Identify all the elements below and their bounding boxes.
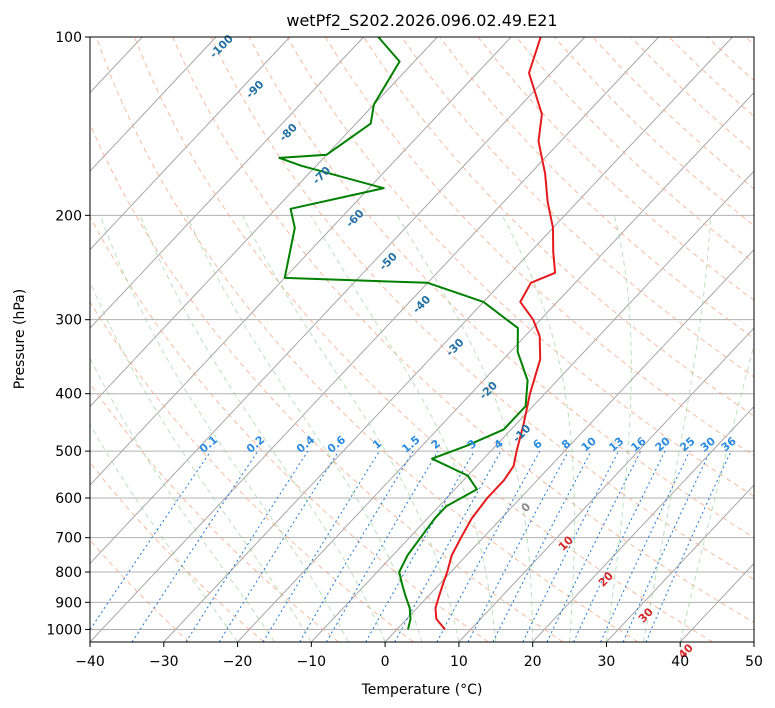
y-tick-label: 800: [55, 565, 82, 581]
mixing-ratio-line: [131, 450, 259, 642]
moist-adiabat-line: [241, 215, 460, 642]
mixing-ratio-line: [365, 450, 475, 642]
y-axis: 100 200 300 400 500 600 700 800 900 1000: [46, 30, 90, 638]
moist-adiabat-line: [90, 356, 275, 642]
x-tick-label: −20: [223, 654, 253, 670]
y-tick-label: 1000: [46, 622, 82, 638]
mixing-ratio-line: [218, 450, 340, 642]
x-axis-label: Temperature (°C): [361, 682, 483, 698]
dry-adiabat-line: [90, 301, 414, 642]
mixing-ratio-line: [492, 450, 592, 642]
dry-adiabat-line: [172, 37, 754, 624]
dry-adiabat-line: [477, 37, 754, 301]
moist-adiabat-line: [99, 215, 349, 642]
dry-adiabat-line: [324, 37, 754, 457]
mixing-ratio-line: [394, 450, 502, 642]
moist-adiabat-line: [679, 342, 754, 642]
x-tick-label: −40: [75, 654, 105, 670]
mixing-ratio-line: [299, 450, 414, 642]
mixing-ratio-line: [622, 450, 711, 642]
chart-title: wetPf2_S202.2026.096.02.49.E21: [286, 11, 557, 31]
mixing-ratio-line: [546, 450, 642, 642]
y-tick-label: 400: [55, 387, 82, 403]
moist-adiabat-line: [310, 215, 497, 642]
mixing-ratio-line: [436, 450, 541, 642]
background-lines: [0, 37, 754, 642]
moist-adiabat-line: [139, 215, 386, 642]
isotherm-line: [458, 327, 754, 642]
isotherm-line: [163, 37, 733, 642]
mixing-ratio-line: [467, 450, 569, 642]
mixing-ratio-line: [325, 450, 439, 642]
dry-adiabat-line: [95, 37, 639, 642]
isotherm-line: [606, 484, 754, 642]
plot-frame: [89, 36, 755, 643]
mixing-ratio-line: [600, 450, 691, 642]
dry-adiabat-line: [90, 382, 339, 642]
y-tick-label: 500: [55, 444, 82, 460]
dry-adiabat-line: [439, 37, 754, 339]
moist-adiabat-line: [642, 215, 712, 642]
y-tick-label: 100: [55, 30, 82, 46]
isotherm-line: [679, 562, 754, 642]
x-tick-label: 0: [381, 654, 390, 670]
y-tick-label: 900: [55, 595, 82, 611]
x-tick-label: −10: [297, 654, 327, 670]
dry-adiabat-line: [90, 461, 265, 642]
moist-adiabat-line: [90, 423, 239, 642]
x-tick-label: 30: [598, 654, 616, 670]
plot-background: [90, 37, 754, 642]
dry-adiabat-line: [363, 37, 754, 417]
dry-adiabat-line: [90, 122, 564, 642]
isotherm-line: [310, 170, 754, 642]
mixing-ratio-line: [573, 450, 666, 642]
y-tick-label: 300: [55, 313, 82, 329]
x-tick-label: 40: [671, 654, 689, 670]
moist-adiabat-line: [90, 280, 312, 642]
mixing-ratio-line: [645, 450, 732, 642]
y-tick-label: 700: [55, 531, 82, 547]
isotherm-line: [90, 37, 364, 329]
y-tick-label: 600: [55, 491, 82, 507]
profile-lines: [278, 37, 557, 631]
x-tick-label: 20: [524, 654, 542, 670]
isotherm-line: [0, 37, 69, 642]
isotherm-line: [90, 37, 438, 408]
x-tick-label: 50: [745, 654, 763, 670]
isotherm-line: [90, 37, 512, 486]
isotherm-line: [753, 641, 754, 642]
mixing-ratio-line: [262, 450, 380, 642]
isotherm-line: [384, 248, 754, 642]
mixing-ratio-line: [522, 450, 620, 642]
y-tick-label: 200: [55, 208, 82, 224]
isotherm-line: [532, 405, 754, 642]
moist-adiabat-line: [605, 215, 632, 642]
isotherm-line: [237, 91, 754, 642]
moist-adiabat-line: [501, 215, 575, 642]
x-axis: −40 −30 −20 −10 0 10 20 30 40 50: [75, 642, 763, 670]
dewpoint-line: [278, 37, 529, 630]
temperature-line: [434, 37, 557, 631]
x-tick-label: 10: [450, 654, 468, 670]
x-tick-label: −30: [149, 654, 179, 670]
moist-adiabat-line: [396, 215, 534, 642]
y-axis-label: Pressure (hPa): [12, 289, 28, 389]
